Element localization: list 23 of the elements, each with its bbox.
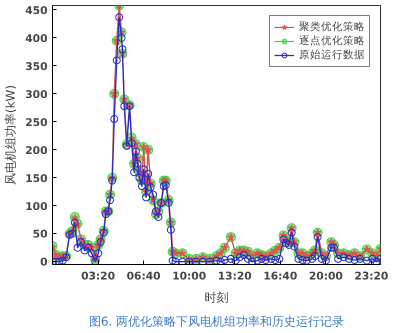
y-tick-label: 250 [25, 116, 48, 129]
x-tick-label: 16:40 [263, 270, 298, 282]
x-tick-label: 23:20 [354, 270, 388, 282]
y-tick-label: 200 [25, 144, 48, 157]
y-tick-label: 100 [25, 200, 48, 213]
legend-label: 聚类优化策略 [299, 20, 365, 34]
x-tick-label: 03:20 [81, 270, 116, 282]
x-tick-label: 13:20 [218, 270, 252, 282]
legend-label: 逐点优化策略 [299, 34, 365, 48]
y-tick-label: 0 [40, 256, 48, 269]
y-tick-label: 350 [25, 60, 48, 73]
legend-label: 原始运行数据 [299, 48, 365, 62]
y-tick-label: 300 [25, 88, 48, 101]
x-tick-label: 10:00 [172, 270, 206, 282]
y-axis-title: 风电机组功率(kW) [3, 84, 18, 186]
x-tick-label: 06:40 [126, 270, 161, 282]
x-axis-title: 时刻 [204, 290, 228, 304]
y-tick-label: 150 [25, 172, 48, 185]
y-tick-label: 450 [25, 4, 48, 17]
y-tick-label: 50 [32, 228, 48, 241]
text: 图6. 两优化策略下风电机组功率和历史运行记录 [88, 314, 344, 328]
y-tick-label: 400 [25, 32, 48, 45]
x-tick-label: 20:00 [308, 270, 343, 282]
